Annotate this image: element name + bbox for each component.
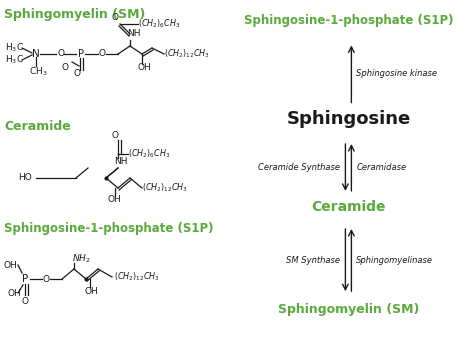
Text: OH: OH <box>138 64 152 72</box>
Text: O: O <box>112 131 119 139</box>
Text: $(CH_2)_{12}CH_3$: $(CH_2)_{12}CH_3$ <box>142 182 188 194</box>
Text: $\mathregular{CH_3}$: $\mathregular{CH_3}$ <box>29 66 47 78</box>
Text: OH: OH <box>108 195 122 204</box>
Text: OH: OH <box>4 260 18 270</box>
Text: Sphingosine-1-phosphate (S1P): Sphingosine-1-phosphate (S1P) <box>4 222 213 235</box>
Text: $NH_2$: $NH_2$ <box>72 253 91 265</box>
Text: P: P <box>78 49 84 59</box>
Text: Ceramide: Ceramide <box>311 200 386 215</box>
Text: N: N <box>32 49 40 59</box>
Text: Sphingosine kinase: Sphingosine kinase <box>356 69 438 79</box>
Text: $(CH_2)_6CH_3$: $(CH_2)_6CH_3$ <box>128 148 170 160</box>
Text: $\mathregular{H_3C}$: $\mathregular{H_3C}$ <box>5 42 24 54</box>
Text: O: O <box>62 64 69 72</box>
Text: Sphingosine-1-phosphate (S1P): Sphingosine-1-phosphate (S1P) <box>244 14 453 27</box>
Text: Sphingomyelin (SM): Sphingomyelin (SM) <box>278 303 419 316</box>
Text: SM Synthase: SM Synthase <box>286 256 340 265</box>
Text: Ceramide: Ceramide <box>4 120 71 133</box>
Text: $(CH_2)_{12}CH_3$: $(CH_2)_{12}CH_3$ <box>114 271 160 283</box>
Text: Ceramide Synthase: Ceramide Synthase <box>258 163 340 172</box>
Text: O: O <box>43 274 50 284</box>
Text: OH: OH <box>85 287 99 295</box>
Text: NH: NH <box>127 30 140 38</box>
Text: O: O <box>112 14 119 22</box>
Text: Sphingomyelinase: Sphingomyelinase <box>356 256 433 265</box>
Text: OH: OH <box>8 289 22 298</box>
Text: O: O <box>58 50 65 58</box>
Text: $(CH_2)_{12}CH_3$: $(CH_2)_{12}CH_3$ <box>164 48 210 60</box>
Text: O: O <box>74 69 81 79</box>
Text: NH: NH <box>114 157 128 167</box>
Text: HO: HO <box>18 173 32 183</box>
Text: Sphingomyelin (SM): Sphingomyelin (SM) <box>4 8 146 21</box>
Text: $(CH_2)_6CH_3$: $(CH_2)_6CH_3$ <box>138 18 180 30</box>
Text: Sphingosine: Sphingosine <box>286 110 410 128</box>
Text: Ceramidase: Ceramidase <box>356 163 407 172</box>
Text: O: O <box>99 50 106 58</box>
Text: P: P <box>22 274 28 284</box>
Text: $\mathregular{H_3C}$: $\mathregular{H_3C}$ <box>5 54 24 66</box>
Text: O: O <box>22 296 29 306</box>
